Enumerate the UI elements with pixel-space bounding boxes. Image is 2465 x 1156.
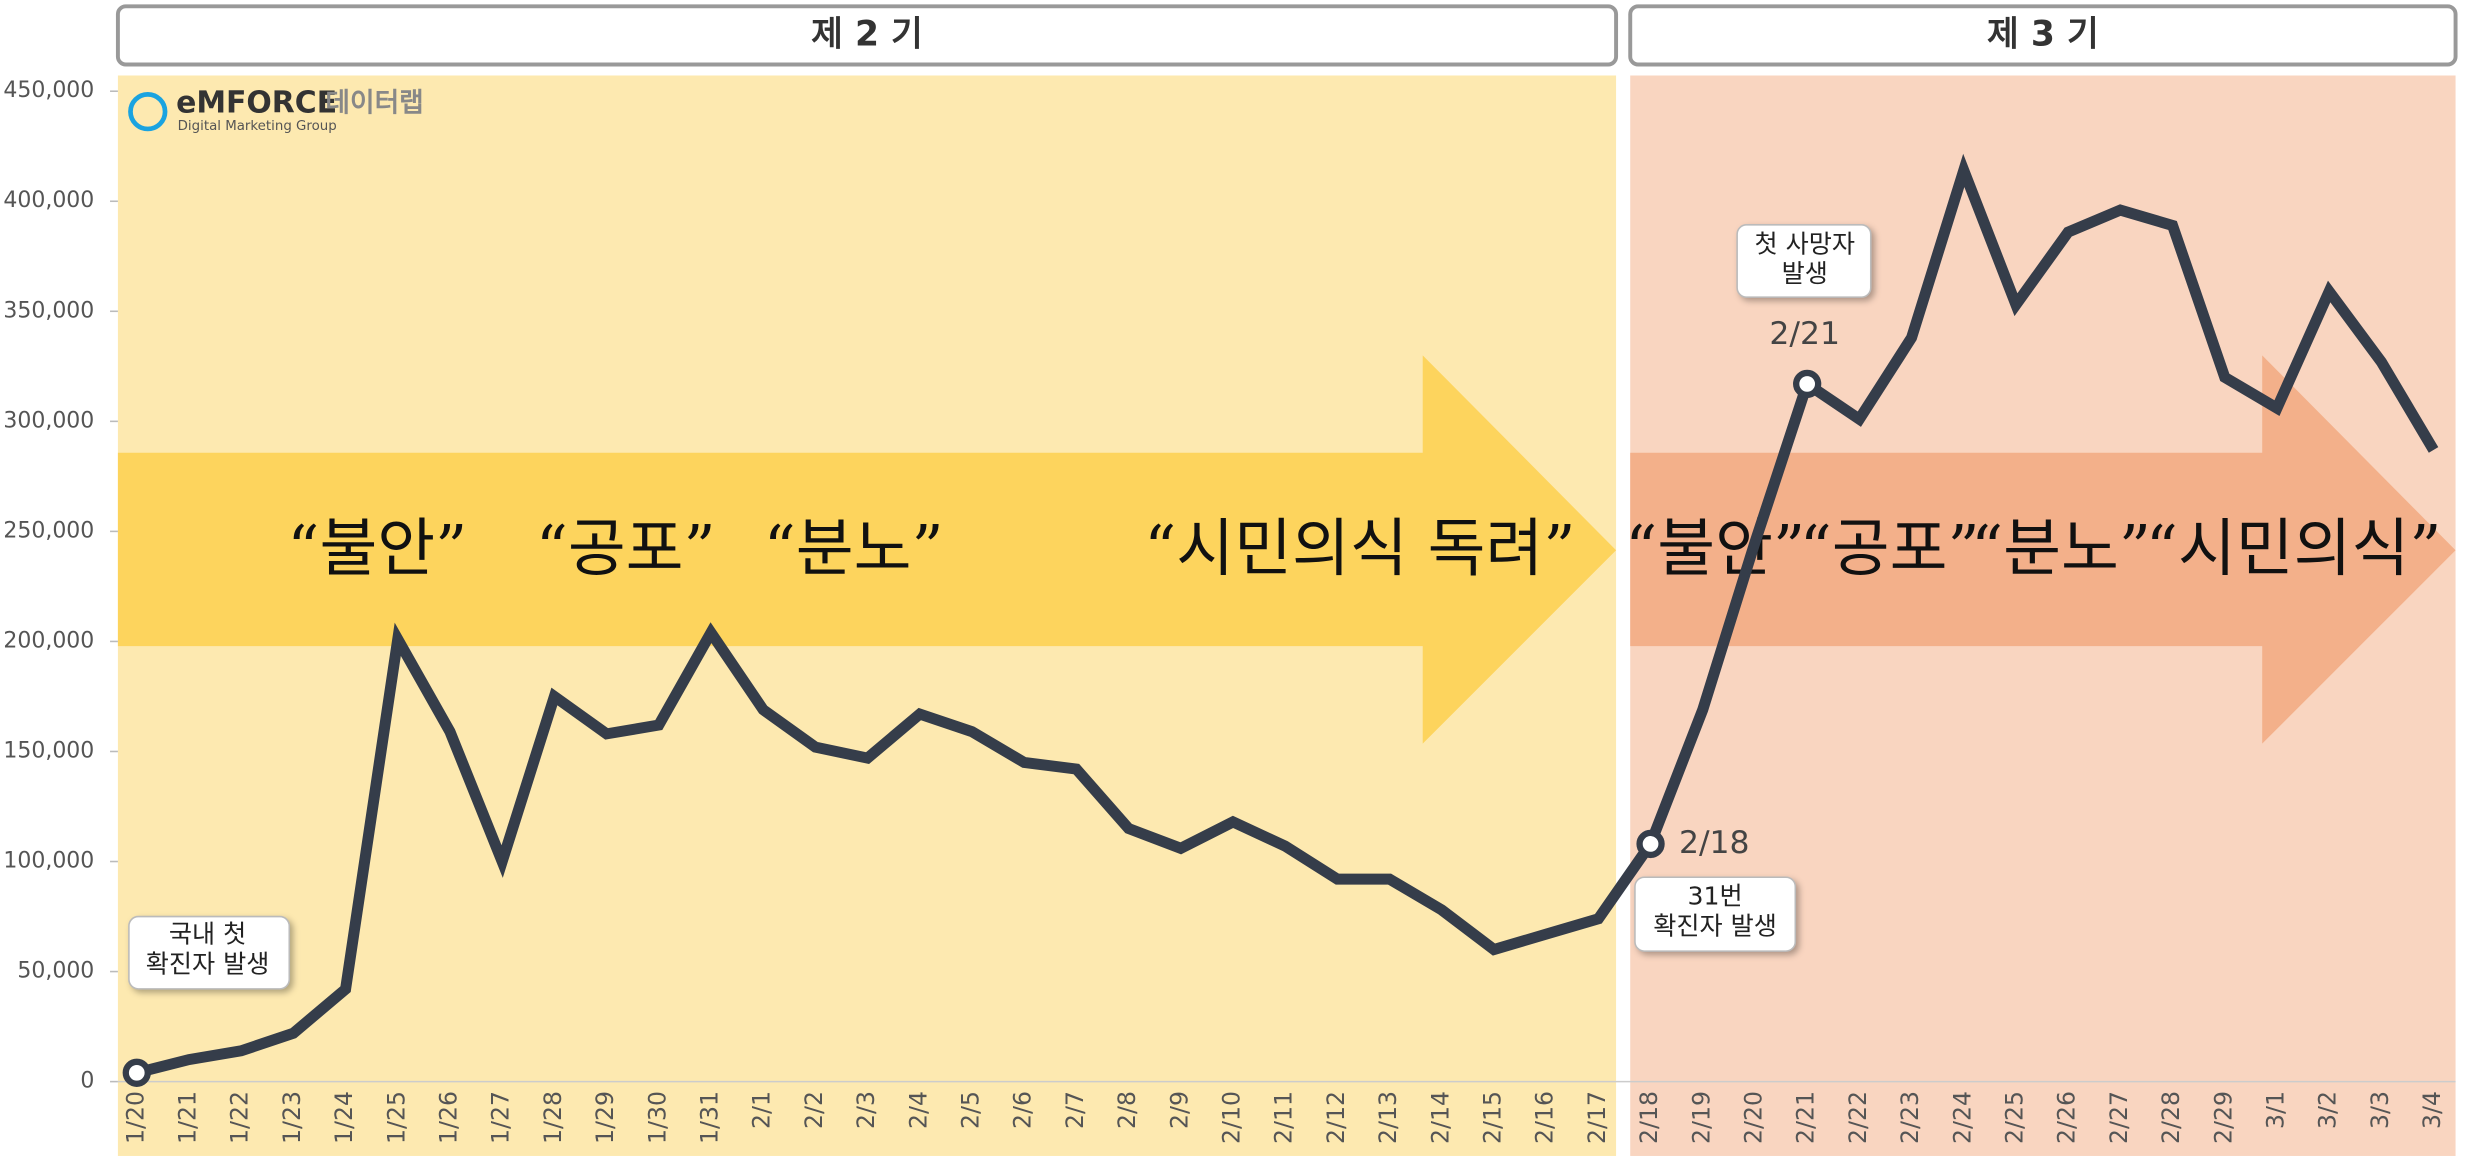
y-tick-label: 450,000: [3, 78, 94, 103]
logo-lab: 데이터랩: [325, 87, 423, 118]
x-tick-label: 1/23: [278, 1091, 306, 1144]
y-tick-label: 400,000: [3, 188, 94, 213]
x-tick-label: 1/24: [330, 1091, 358, 1144]
x-tick-label: 1/20: [121, 1091, 149, 1144]
annotation-text: 31번: [1688, 882, 1743, 911]
x-tick-label: 1/30: [643, 1091, 671, 1144]
x-tick-label: 2/27: [2105, 1091, 2133, 1144]
annotation-text: 확진자 발생: [146, 949, 270, 978]
period-arrow: [1630, 355, 2456, 744]
x-tick-label: 2/14: [1426, 1091, 1454, 1144]
annotation-box: [128, 915, 291, 990]
x-tick-label: 1/29: [591, 1091, 619, 1144]
x-tick-label: 2/3: [852, 1091, 880, 1129]
x-tick-label: 2/21: [1792, 1091, 1820, 1144]
x-tick-label: 2/22: [1844, 1091, 1872, 1144]
x-tick-label: 2/10: [1217, 1091, 1245, 1144]
x-tick-label: 2/9: [1165, 1091, 1193, 1129]
arrow-label: “공포”: [536, 512, 716, 585]
arrow-label: “공포”: [1800, 512, 1980, 585]
y-tick-label: 250,000: [3, 518, 94, 543]
highlight-point: [1793, 369, 1822, 399]
annotation-date: 2/18: [1679, 825, 1750, 861]
highlight-point: [122, 1058, 151, 1087]
period-header: 제 3 기: [1987, 15, 2099, 55]
arrow-label: “불안”: [287, 512, 467, 585]
y-tick-label: 300,000: [3, 408, 94, 433]
annotation-date: 2/21: [1769, 316, 1840, 352]
x-tick-label: 2/29: [2209, 1091, 2237, 1144]
y-tick-label: 200,000: [3, 628, 94, 653]
highlight-point: [1636, 829, 1665, 859]
y-tick-label: 350,000: [3, 298, 94, 323]
annotation-text: 국내 첫: [169, 919, 246, 948]
arrow-label: “분노”: [764, 512, 944, 585]
x-tick-label: 2/17: [1583, 1091, 1611, 1144]
x-tick-label: 2/16: [1531, 1091, 1559, 1144]
period-header-box: [115, 4, 1619, 67]
arrow-label: “분노”: [1971, 512, 2151, 585]
x-tick-label: 2/24: [1948, 1091, 1976, 1144]
x-tick-label: 3/3: [2366, 1091, 2394, 1129]
logo-tagline: Digital Marketing Group: [178, 119, 337, 134]
period-header-box: [1628, 4, 2458, 67]
x-tick-label: 1/27: [487, 1091, 515, 1144]
arrow-label: “불안”: [1625, 512, 1805, 585]
x-tick-label: 2/8: [1113, 1091, 1141, 1129]
y-tick-label: 50,000: [17, 959, 94, 984]
y-tick-label: 150,000: [3, 738, 94, 763]
data-line: [135, 153, 2439, 1079]
x-tick-label: 3/4: [2418, 1091, 2446, 1129]
annotation-text: 첫 사망자: [1754, 229, 1855, 258]
x-tick-label: 2/13: [1374, 1091, 1402, 1144]
x-tick-label: 3/2: [2314, 1091, 2342, 1129]
x-tick-label: 2/7: [1061, 1091, 1089, 1129]
x-tick-label: 1/31: [695, 1091, 723, 1144]
x-tick-label: 2/20: [1739, 1091, 1767, 1144]
x-tick-label: 3/1: [2261, 1091, 2289, 1129]
x-tick-label: 1/25: [382, 1091, 410, 1144]
x-tick-label: 2/18: [1635, 1091, 1663, 1144]
x-tick-label: 2/11: [1270, 1091, 1298, 1144]
logo-icon: [128, 91, 168, 132]
annotation-box: [1634, 876, 1797, 952]
period-header: 제 2 기: [811, 15, 923, 55]
x-tick-label: 2/23: [1896, 1091, 1924, 1144]
x-tick-label: 1/21: [173, 1091, 201, 1144]
x-tick-label: 2/28: [2157, 1091, 2185, 1144]
arrow-label: “시민의식”: [2146, 512, 2442, 585]
arrow-label: “시민의식 독려”: [1144, 512, 1575, 585]
x-tick-label: 1/26: [434, 1091, 462, 1144]
x-tick-label: 2/2: [800, 1091, 828, 1129]
period-arrow: [117, 355, 1617, 744]
x-tick-label: 2/19: [1687, 1091, 1715, 1144]
x-tick-label: 2/1: [748, 1091, 776, 1129]
x-tick-label: 2/4: [904, 1091, 932, 1129]
logo-brand: eMFORCE: [176, 85, 337, 120]
x-tick-label: 2/12: [1322, 1091, 1350, 1144]
x-tick-label: 1/22: [226, 1091, 254, 1144]
y-tick-label: 0: [80, 1069, 94, 1094]
x-tick-label: 2/6: [1009, 1091, 1037, 1129]
annotation-text: 발생: [1782, 259, 1828, 288]
x-tick-label: 1/28: [539, 1091, 567, 1144]
y-tick-label: 100,000: [3, 849, 94, 874]
x-tick-label: 2/15: [1478, 1091, 1506, 1144]
x-tick-label: 2/25: [2000, 1091, 2028, 1144]
x-tick-label: 2/26: [2053, 1091, 2081, 1144]
annotation-text: 확진자 발생: [1653, 912, 1777, 941]
x-tick-label: 2/5: [956, 1091, 984, 1129]
annotation-box: [1736, 224, 1872, 298]
